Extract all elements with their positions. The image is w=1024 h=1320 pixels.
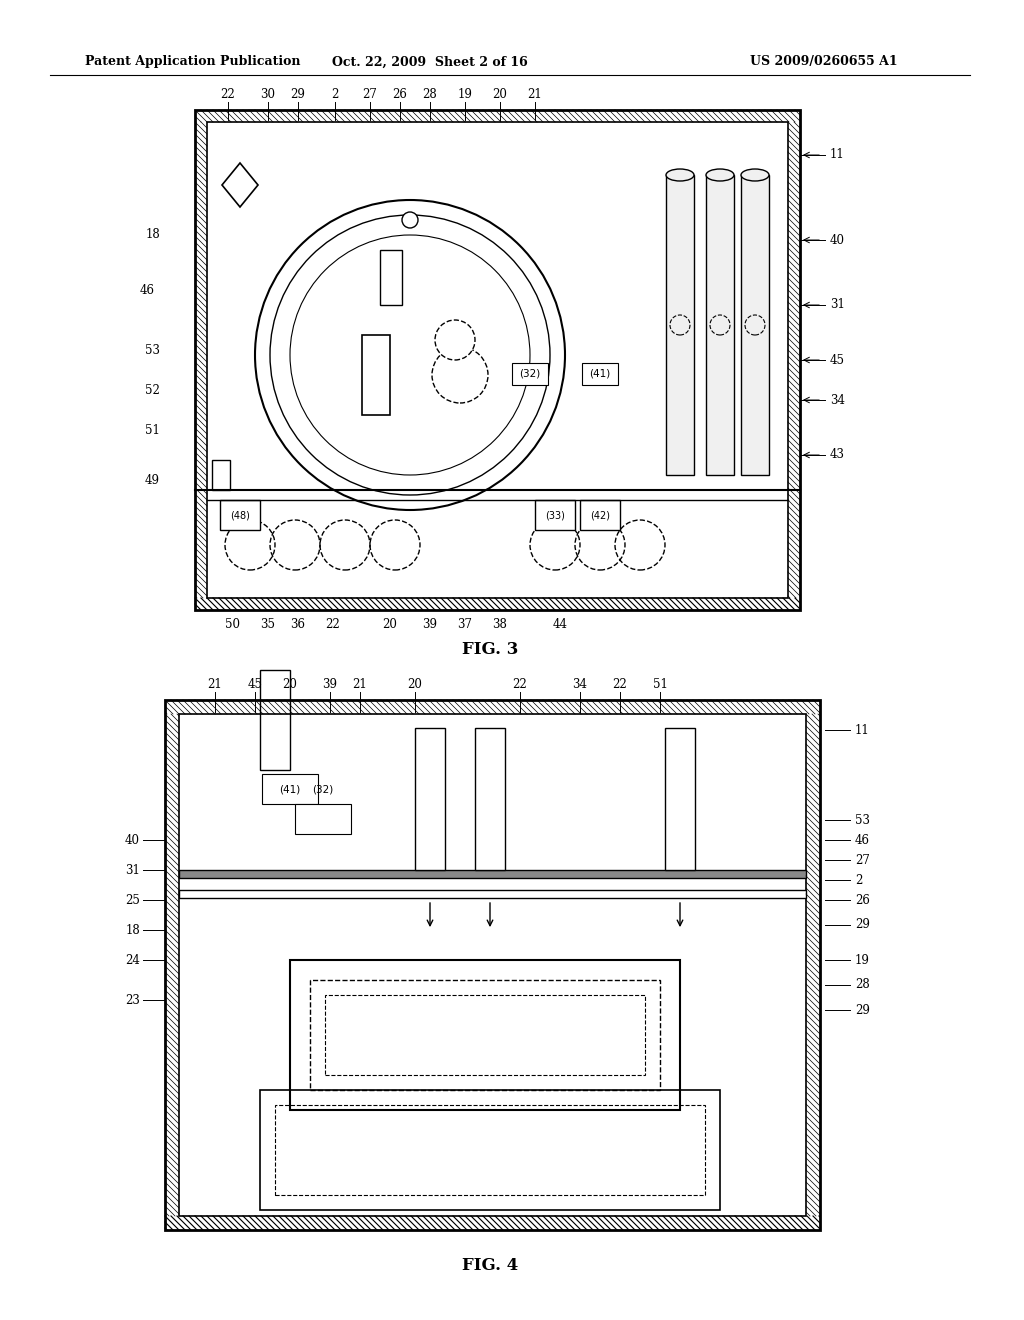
Text: 25: 25 [125, 894, 140, 907]
Bar [220, 500, 260, 531]
Text: (41): (41) [590, 370, 610, 379]
Text: 36: 36 [291, 619, 305, 631]
Text: 39: 39 [323, 678, 338, 692]
Text: 20: 20 [493, 88, 508, 102]
Text: 53: 53 [855, 813, 870, 826]
Text: 21: 21 [208, 678, 222, 692]
Text: 44: 44 [553, 619, 567, 631]
Text: 45: 45 [248, 678, 262, 692]
Text: (48): (48) [230, 510, 250, 520]
Text: 51: 51 [652, 678, 668, 692]
Text: 27: 27 [362, 88, 378, 102]
Bar [325, 995, 645, 1074]
Text: 22: 22 [513, 678, 527, 692]
Text: 34: 34 [830, 393, 845, 407]
Bar [475, 729, 505, 870]
Text: 45: 45 [830, 354, 845, 367]
Text: 43: 43 [830, 449, 845, 462]
Text: 49: 49 [145, 474, 160, 487]
Bar [380, 249, 402, 305]
Bar [535, 500, 575, 531]
Text: 22: 22 [612, 678, 628, 692]
Text: (33): (33) [545, 510, 565, 520]
Bar [295, 804, 351, 834]
Text: 24: 24 [125, 953, 140, 966]
Text: 18: 18 [125, 924, 140, 936]
Bar [512, 363, 548, 385]
Text: 21: 21 [527, 88, 543, 102]
Bar [706, 176, 734, 475]
Circle shape [402, 213, 418, 228]
Text: 31: 31 [125, 863, 140, 876]
Ellipse shape [666, 169, 694, 181]
Text: 39: 39 [423, 619, 437, 631]
Text: 40: 40 [125, 833, 140, 846]
Text: 29: 29 [291, 88, 305, 102]
Text: (32): (32) [519, 370, 541, 379]
Text: Patent Application Publication: Patent Application Publication [85, 55, 300, 69]
Circle shape [435, 319, 475, 360]
Text: (42): (42) [590, 510, 610, 520]
Bar [580, 500, 620, 531]
Text: 38: 38 [493, 619, 508, 631]
Text: 2: 2 [855, 874, 862, 887]
Text: 35: 35 [260, 619, 275, 631]
Text: FIG. 3: FIG. 3 [462, 642, 518, 659]
Bar [179, 870, 806, 878]
Bar [415, 729, 445, 870]
Text: 18: 18 [145, 228, 160, 242]
Bar [260, 1090, 720, 1210]
Bar [362, 335, 390, 414]
Ellipse shape [706, 169, 734, 181]
Text: 19: 19 [855, 953, 869, 966]
Text: 37: 37 [458, 619, 472, 631]
Bar [582, 363, 618, 385]
Text: 28: 28 [423, 88, 437, 102]
Text: FIG. 4: FIG. 4 [462, 1257, 518, 1274]
Bar [666, 176, 694, 475]
Text: 46: 46 [855, 833, 870, 846]
Text: 27: 27 [855, 854, 869, 866]
Text: 29: 29 [855, 919, 869, 932]
Text: 11: 11 [830, 149, 845, 161]
Text: 29: 29 [855, 1003, 869, 1016]
Text: 28: 28 [855, 978, 869, 991]
Text: 40: 40 [830, 234, 845, 247]
Text: 26: 26 [392, 88, 408, 102]
Text: 26: 26 [855, 894, 869, 907]
Text: 2: 2 [332, 88, 339, 102]
Text: 30: 30 [260, 88, 275, 102]
Text: 22: 22 [220, 88, 236, 102]
Ellipse shape [741, 169, 769, 181]
Text: 46: 46 [140, 284, 155, 297]
Text: 22: 22 [326, 619, 340, 631]
Text: 34: 34 [572, 678, 588, 692]
Text: 52: 52 [145, 384, 160, 396]
Text: 20: 20 [383, 619, 397, 631]
Text: Oct. 22, 2009  Sheet 2 of 16: Oct. 22, 2009 Sheet 2 of 16 [332, 55, 528, 69]
Text: 11: 11 [855, 723, 869, 737]
Text: 21: 21 [352, 678, 368, 692]
Text: 50: 50 [225, 619, 241, 631]
Bar [179, 890, 806, 898]
Bar [262, 774, 318, 804]
Bar [665, 729, 695, 870]
Text: 23: 23 [125, 994, 140, 1006]
Bar [290, 960, 680, 1110]
Text: 53: 53 [145, 343, 160, 356]
Bar [275, 1105, 705, 1195]
Text: (32): (32) [312, 784, 334, 795]
Text: US 2009/0260655 A1: US 2009/0260655 A1 [750, 55, 898, 69]
Text: 31: 31 [830, 298, 845, 312]
Bar [260, 671, 290, 770]
Text: 51: 51 [145, 424, 160, 437]
Bar [310, 979, 660, 1090]
Text: 19: 19 [458, 88, 472, 102]
Bar [212, 459, 230, 490]
Text: 20: 20 [283, 678, 297, 692]
Text: 20: 20 [408, 678, 423, 692]
Text: (41): (41) [280, 784, 301, 795]
Bar [741, 176, 769, 475]
